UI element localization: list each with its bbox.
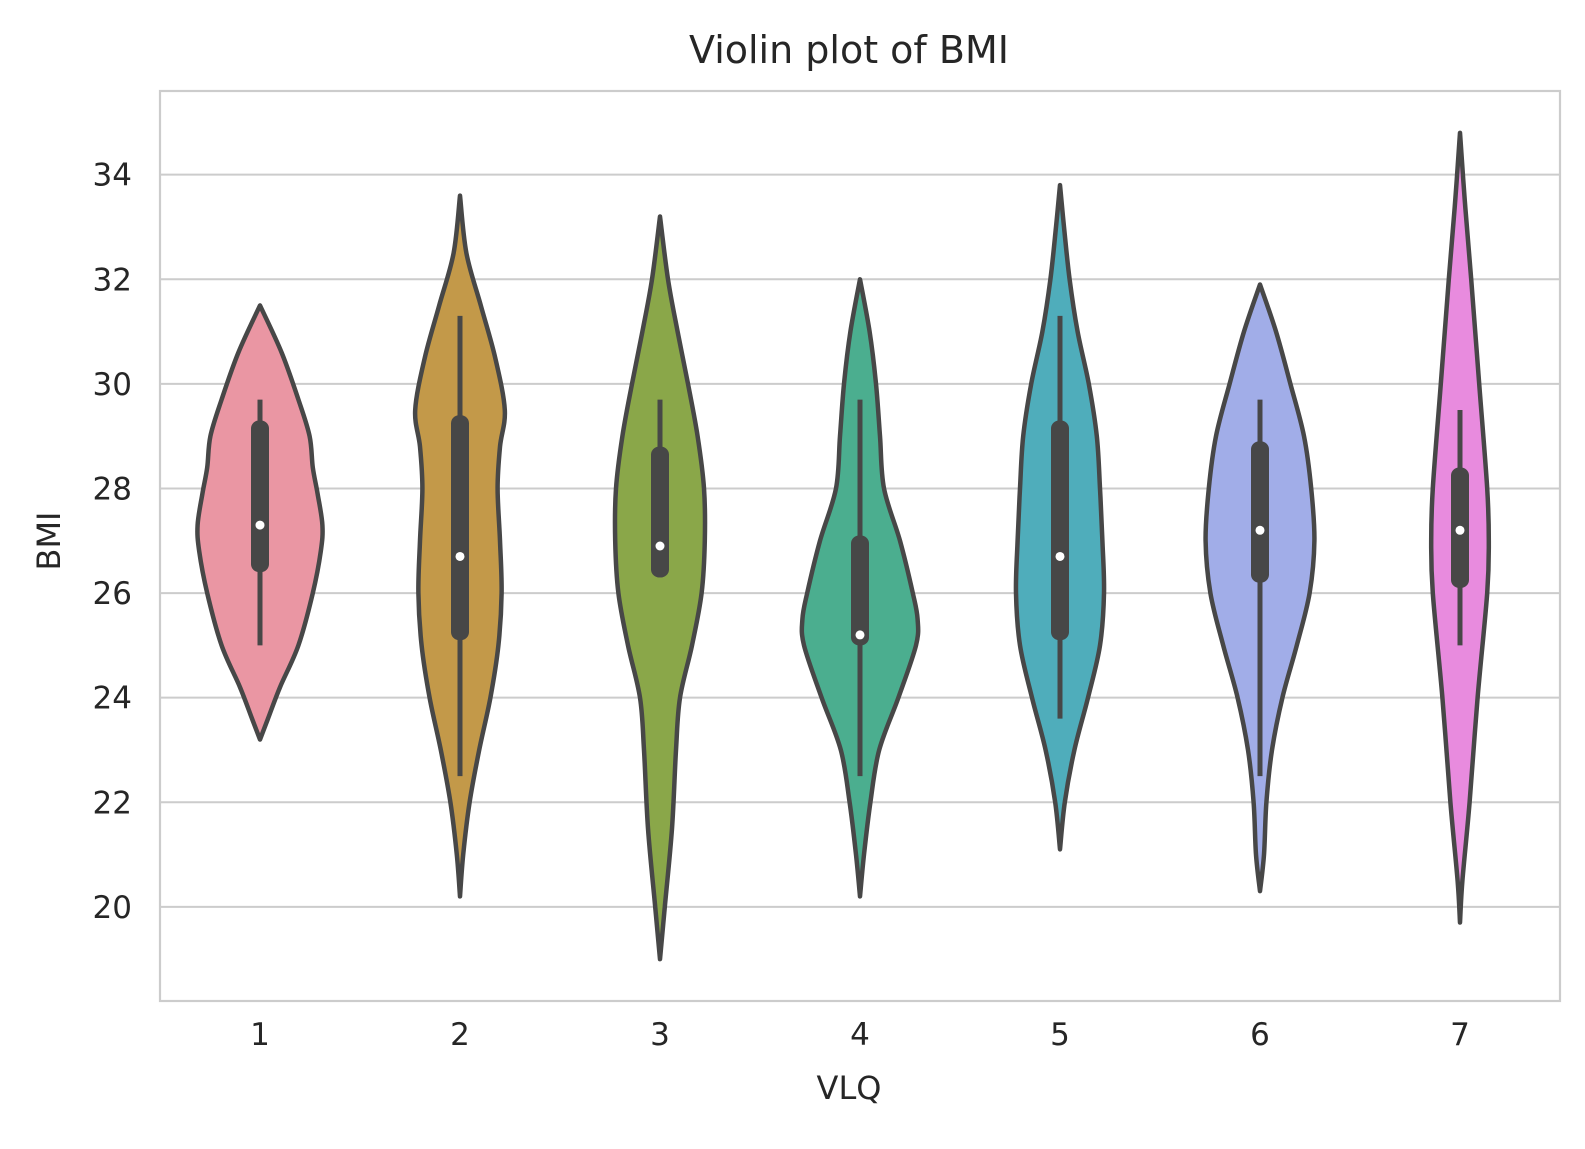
x-axis-label: VLQ: [817, 1069, 882, 1107]
y-tick-label-30: 30: [93, 367, 132, 403]
iqr-box-4: [851, 535, 869, 646]
median-point-2: [455, 551, 465, 561]
median-point-7: [1455, 525, 1465, 535]
median-point-6: [1255, 525, 1265, 535]
y-axis-label: BMI: [30, 512, 68, 571]
median-point-4: [855, 630, 865, 640]
iqr-box-5: [1051, 420, 1069, 641]
x-tick-labels: 1 2 3 4 5 6 7: [250, 1017, 1470, 1053]
y-tick-label-24: 24: [93, 681, 132, 717]
y-tick-label-22: 22: [93, 785, 132, 821]
y-tick-label-32: 32: [93, 262, 132, 298]
median-point-1: [255, 520, 265, 530]
violins: [195, 130, 1492, 962]
x-tick-label-1: 1: [250, 1017, 270, 1053]
plot-area-frame: [158, 89, 1562, 1003]
y-tick-label-28: 28: [93, 471, 132, 507]
y-tick-label-26: 26: [93, 576, 132, 612]
x-tick-label-5: 5: [1050, 1017, 1070, 1053]
x-tick-label-7: 7: [1450, 1017, 1470, 1053]
iqr-box-1: [251, 420, 269, 573]
iqr-box-2: [451, 415, 469, 641]
iqr-box-6: [1251, 441, 1269, 583]
median-point-5: [1055, 551, 1065, 561]
inner-boxplots: [251, 315, 1469, 777]
violin-3: [612, 214, 708, 962]
x-tick-label-6: 6: [1250, 1017, 1270, 1053]
chart-title: Violin plot of BMI: [689, 28, 1009, 72]
x-tick-label-2: 2: [450, 1017, 470, 1053]
iqr-box-3: [651, 446, 669, 578]
x-tick-label-3: 3: [650, 1017, 670, 1053]
y-tick-label-34: 34: [93, 158, 132, 194]
y-tick-labels: 20 22 24 26 28 30 32 34: [93, 158, 132, 926]
x-tick-label-4: 4: [850, 1017, 870, 1053]
median-point-3: [655, 541, 665, 551]
y-tick-label-20: 20: [93, 890, 132, 926]
